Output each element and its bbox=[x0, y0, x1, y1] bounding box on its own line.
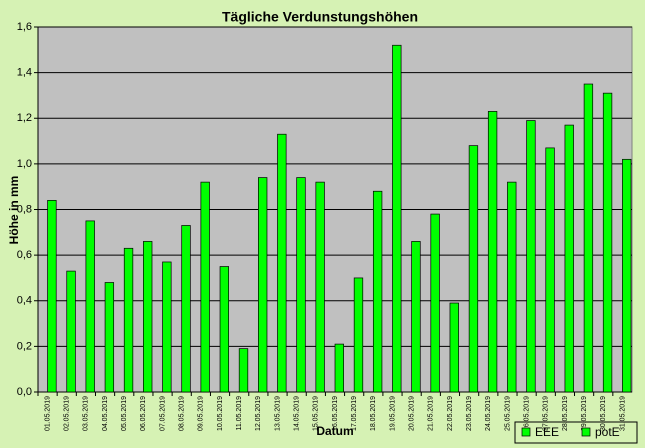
legend-swatch bbox=[581, 427, 591, 437]
y-tick-label: 0,6 bbox=[17, 249, 32, 261]
bar bbox=[104, 282, 115, 393]
x-tick-label: 29.05.2019 bbox=[581, 396, 588, 431]
bar bbox=[372, 190, 383, 393]
x-tick-label: 26.05.2019 bbox=[523, 396, 530, 431]
x-tick-label: 16.05.2019 bbox=[332, 396, 339, 431]
x-axis-title: Datum bbox=[316, 424, 353, 438]
bar bbox=[583, 83, 594, 393]
bar bbox=[258, 177, 268, 393]
y-tick-label: 0,0 bbox=[17, 386, 32, 398]
x-tick-label: 30.05.2019 bbox=[600, 396, 607, 431]
bar bbox=[526, 120, 536, 393]
x-tick-label: 18.05.2019 bbox=[370, 396, 377, 431]
x-tick-label: 17.05.2019 bbox=[351, 396, 358, 431]
x-tick-label: 04.05.2019 bbox=[102, 396, 109, 431]
bar bbox=[545, 147, 555, 393]
x-tick-label: 11.05.2019 bbox=[236, 396, 243, 431]
y-tick-label: 1,6 bbox=[17, 21, 32, 33]
x-tick-label: 15.05.2019 bbox=[313, 396, 320, 431]
x-tick-label: 31.05.2019 bbox=[619, 396, 626, 431]
bar bbox=[487, 111, 498, 393]
y-tick-label: 0,2 bbox=[17, 340, 32, 352]
bar bbox=[602, 92, 613, 393]
legend-swatch bbox=[521, 427, 531, 437]
bar bbox=[238, 348, 249, 393]
x-tick-label: 19.05.2019 bbox=[389, 396, 396, 431]
x-tick-label: 28.05.2019 bbox=[562, 396, 569, 431]
y-tick-label: 0,4 bbox=[17, 295, 32, 307]
bar bbox=[449, 302, 459, 393]
x-tick-label: 05.05.2019 bbox=[121, 396, 128, 431]
bar bbox=[200, 181, 210, 393]
legend-label: potE bbox=[595, 425, 620, 439]
y-axis-title: Höhe in mm bbox=[7, 176, 21, 245]
bar bbox=[181, 225, 191, 393]
x-tick-label: 10.05.2019 bbox=[217, 396, 224, 431]
x-tick-label: 20.05.2019 bbox=[408, 396, 415, 431]
x-tick-label: 25.05.2019 bbox=[504, 396, 511, 431]
bar bbox=[411, 241, 421, 393]
y-tick-label: 1,0 bbox=[17, 158, 32, 170]
x-tick-label: 09.05.2019 bbox=[198, 396, 205, 431]
bar bbox=[66, 270, 76, 393]
bar bbox=[219, 266, 230, 393]
bar bbox=[392, 44, 402, 393]
x-tick-label: 22.05.2019 bbox=[447, 396, 454, 431]
x-tick-label: 07.05.2019 bbox=[159, 396, 166, 431]
x-tick-label: 02.05.2019 bbox=[64, 396, 71, 431]
x-tick-label: 06.05.2019 bbox=[140, 396, 147, 431]
legend bbox=[514, 421, 638, 444]
x-tick-label: 01.05.2019 bbox=[44, 396, 51, 431]
bar bbox=[162, 261, 172, 393]
bar bbox=[622, 158, 632, 393]
bar bbox=[564, 124, 574, 393]
x-tick-label: 21.05.2019 bbox=[428, 396, 435, 431]
bar bbox=[47, 200, 57, 393]
bar bbox=[123, 247, 134, 393]
legend-label: EEE bbox=[535, 425, 559, 439]
x-tick-label: 13.05.2019 bbox=[274, 396, 281, 431]
x-tick-label: 23.05.2019 bbox=[466, 396, 473, 431]
bar bbox=[315, 181, 325, 393]
bar bbox=[296, 177, 306, 393]
y-tick-label: 1,2 bbox=[17, 112, 32, 124]
x-tick-label: 14.05.2019 bbox=[294, 396, 301, 431]
bar bbox=[468, 145, 479, 393]
bar bbox=[430, 213, 440, 393]
x-tick-label: 24.05.2019 bbox=[485, 396, 492, 431]
chart-title: Tägliche Verdunstungshöhen bbox=[222, 9, 418, 25]
x-tick-label: 03.05.2019 bbox=[83, 396, 90, 431]
bar bbox=[353, 277, 364, 393]
bar bbox=[334, 343, 344, 393]
bar bbox=[507, 181, 517, 393]
bar bbox=[277, 133, 287, 393]
y-tick-label: 1,4 bbox=[17, 67, 32, 79]
bar bbox=[143, 241, 153, 393]
x-tick-label: 08.05.2019 bbox=[179, 396, 186, 431]
y-tick-label: 0,8 bbox=[17, 203, 32, 215]
x-tick-label: 27.05.2019 bbox=[543, 396, 550, 431]
x-tick-label: 12.05.2019 bbox=[255, 396, 262, 431]
bar bbox=[85, 220, 95, 393]
